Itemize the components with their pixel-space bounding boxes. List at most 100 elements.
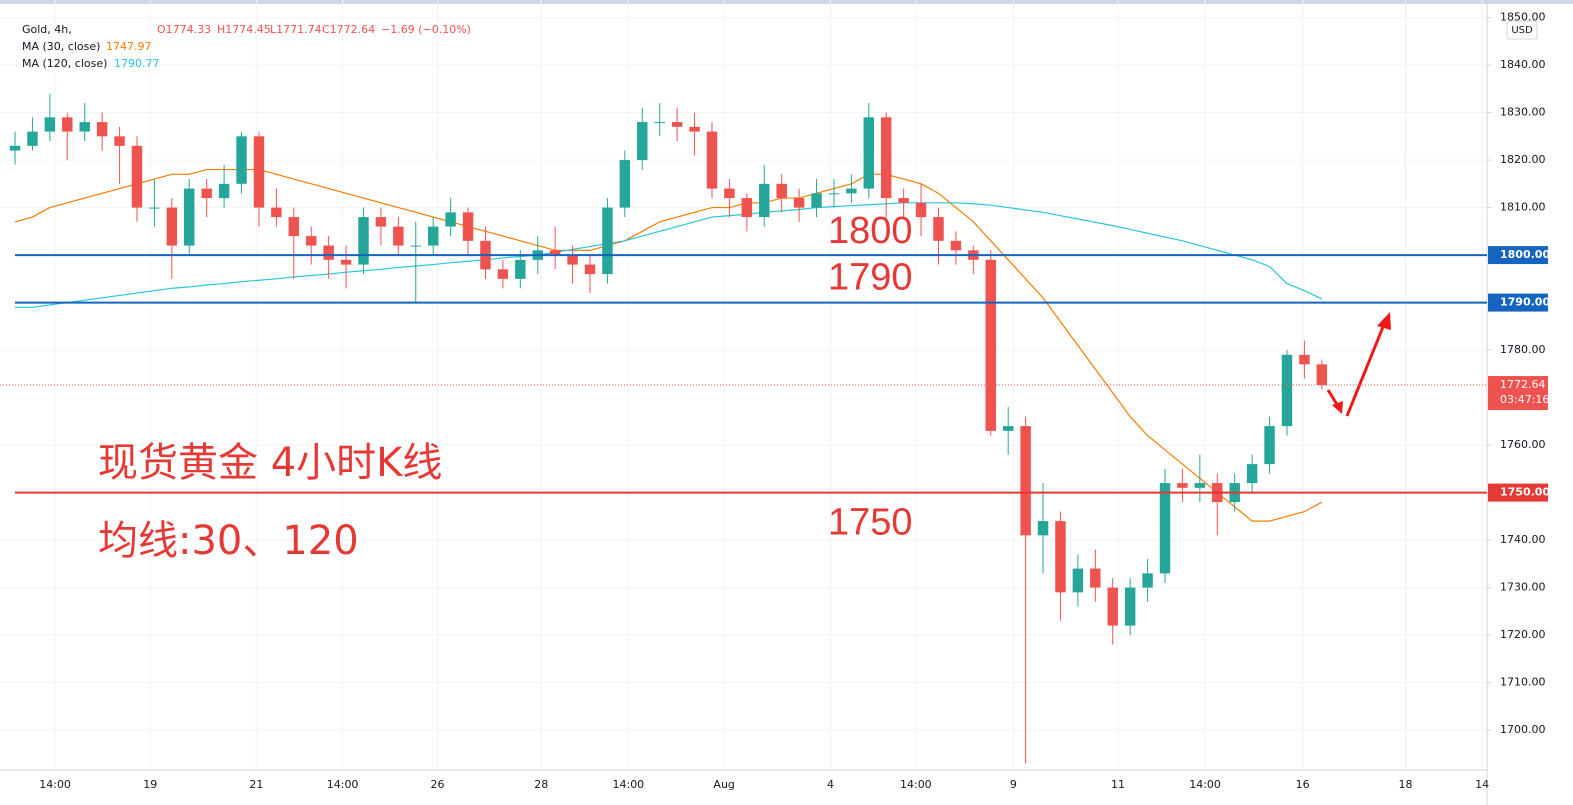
y-tick-label: 1840.00 bbox=[1500, 58, 1546, 71]
candle-body bbox=[637, 122, 648, 161]
candle-body bbox=[358, 217, 369, 265]
candle-body bbox=[567, 255, 578, 265]
arrows bbox=[1326, 312, 1391, 417]
y-tick-label: 1720.00 bbox=[1500, 628, 1546, 641]
candle-body bbox=[340, 259, 352, 265]
candle-body bbox=[1002, 426, 1014, 431]
y-tick-label: 1730.00 bbox=[1500, 581, 1546, 594]
candle-body bbox=[1037, 521, 1049, 536]
y-tick-label: 1820.00 bbox=[1500, 153, 1546, 166]
candle-body bbox=[619, 160, 631, 208]
candle-body bbox=[898, 198, 909, 203]
y-tick-label: 1740.00 bbox=[1500, 533, 1546, 546]
note: 均线:30、120 bbox=[98, 518, 359, 564]
x-tick-label: 14:00 bbox=[1189, 778, 1221, 791]
candle-body bbox=[62, 117, 73, 132]
candle-body bbox=[1055, 521, 1066, 593]
candle-body bbox=[96, 122, 108, 137]
candle-body bbox=[218, 183, 230, 199]
x-tick-label: 4 bbox=[827, 778, 834, 791]
x-tick-label: 26 bbox=[431, 778, 445, 791]
candle-body bbox=[44, 117, 56, 132]
candle-body bbox=[1281, 354, 1293, 427]
candle-body bbox=[689, 126, 700, 132]
y-tick-label: 1810.00 bbox=[1500, 201, 1546, 214]
annotation: 1800 bbox=[828, 210, 913, 252]
level-label: 1800.00 bbox=[1500, 248, 1550, 261]
candle-body bbox=[393, 226, 404, 246]
candle-body bbox=[776, 183, 787, 199]
candle-body bbox=[462, 212, 474, 241]
candle-body bbox=[602, 207, 613, 275]
x-tick-label: 14:00 bbox=[39, 778, 71, 791]
candle-body bbox=[1316, 364, 1328, 386]
legend-ma30: MA (30, close) bbox=[22, 40, 100, 53]
candle-body bbox=[201, 188, 212, 199]
arrow-head bbox=[1377, 312, 1391, 330]
last-price-label: 1772.64 bbox=[1500, 378, 1546, 391]
candle-body bbox=[497, 269, 509, 279]
candle-body bbox=[1090, 568, 1101, 588]
level-label-box bbox=[1488, 293, 1548, 312]
candle-body bbox=[584, 264, 596, 275]
candle-body bbox=[79, 122, 90, 132]
candle-body bbox=[410, 245, 421, 247]
x-tick-label: 11 bbox=[1111, 778, 1125, 791]
candle-body bbox=[549, 250, 561, 256]
candle-body bbox=[654, 122, 665, 124]
candle-body bbox=[166, 207, 178, 246]
candle-body bbox=[1107, 587, 1118, 626]
candle-body bbox=[950, 240, 962, 251]
x-tick-label: 9 bbox=[1010, 778, 1017, 791]
ohlc-open: O1774.33 bbox=[157, 23, 211, 36]
candle-body bbox=[863, 117, 875, 189]
candle-body bbox=[671, 122, 683, 127]
level-label: 1790.00 bbox=[1500, 296, 1550, 309]
candle-body bbox=[915, 202, 927, 218]
level-label-box bbox=[1488, 483, 1548, 502]
candle-body bbox=[9, 145, 21, 151]
candle-body bbox=[427, 226, 439, 246]
countdown: 03:47:16 bbox=[1500, 393, 1549, 406]
symbol: Gold, 4h, bbox=[22, 23, 72, 36]
x-tick-label: 14:00 bbox=[612, 778, 644, 791]
frame-top bbox=[0, 0, 1573, 4]
ma-line bbox=[15, 202, 1323, 308]
candle-body bbox=[114, 136, 125, 146]
candle-body bbox=[1299, 354, 1310, 365]
candle-body bbox=[846, 188, 857, 194]
legend-ma120-value: 1790.77 bbox=[114, 57, 160, 70]
candle-body bbox=[880, 117, 892, 199]
candle-body bbox=[131, 145, 143, 208]
candle-body bbox=[1264, 426, 1275, 465]
arrow-up bbox=[1345, 321, 1387, 417]
candle-body bbox=[1194, 483, 1206, 488]
candle-body bbox=[1142, 573, 1153, 588]
y-tick-label: 1780.00 bbox=[1500, 343, 1546, 356]
candle-body bbox=[759, 183, 770, 218]
candle-body bbox=[724, 188, 735, 199]
y-tick-label: 1710.00 bbox=[1500, 676, 1546, 689]
candle-body bbox=[1124, 587, 1136, 626]
candle-body bbox=[933, 217, 944, 241]
candle-body bbox=[811, 193, 822, 208]
annotation: 1790 bbox=[828, 257, 913, 299]
candle-body bbox=[27, 131, 38, 146]
x-tick-label: 14:00 bbox=[327, 778, 359, 791]
ma-line bbox=[14, 168, 1323, 522]
annotation: 1750 bbox=[828, 502, 913, 544]
candle-body bbox=[1177, 483, 1188, 488]
x-tick-label: 14:00 bbox=[900, 778, 932, 791]
candle-body bbox=[515, 259, 526, 279]
ohlc-change: −1.69 (−0.10%) bbox=[381, 23, 471, 36]
x-tick-label: Aug bbox=[713, 778, 734, 791]
legend-ma120: MA (120, close) bbox=[22, 57, 107, 70]
currency-box[interactable] bbox=[1506, 20, 1538, 40]
ohlc-close: C1772.64 bbox=[322, 23, 375, 36]
y-tick-label: 1850.00 bbox=[1500, 11, 1546, 24]
ohlc-high: H1774.45 bbox=[217, 23, 271, 36]
y-tick-label: 1700.00 bbox=[1500, 723, 1546, 736]
candle-body bbox=[445, 212, 456, 227]
currency: USD bbox=[1511, 25, 1533, 36]
